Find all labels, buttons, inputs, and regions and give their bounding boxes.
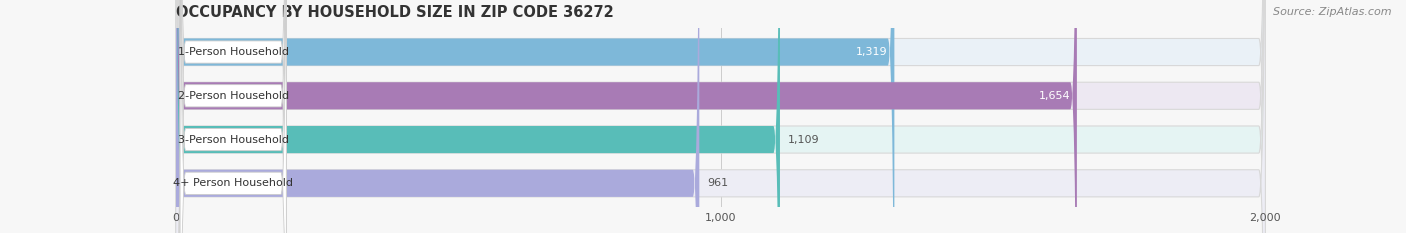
FancyBboxPatch shape [180,0,287,233]
Text: 1,319: 1,319 [856,47,887,57]
FancyBboxPatch shape [176,0,1265,233]
Text: OCCUPANCY BY HOUSEHOLD SIZE IN ZIP CODE 36272: OCCUPANCY BY HOUSEHOLD SIZE IN ZIP CODE … [176,5,613,20]
FancyBboxPatch shape [180,0,287,233]
Text: 3-Person Household: 3-Person Household [177,134,288,144]
FancyBboxPatch shape [176,0,894,233]
FancyBboxPatch shape [176,0,1265,233]
FancyBboxPatch shape [176,0,699,233]
FancyBboxPatch shape [176,0,1265,233]
Text: 1,109: 1,109 [789,134,820,144]
Text: 1-Person Household: 1-Person Household [177,47,288,57]
FancyBboxPatch shape [176,0,1077,233]
Text: Source: ZipAtlas.com: Source: ZipAtlas.com [1274,7,1392,17]
Text: 1,654: 1,654 [1039,91,1070,101]
Text: 961: 961 [707,178,728,188]
FancyBboxPatch shape [180,0,287,233]
FancyBboxPatch shape [180,0,287,233]
FancyBboxPatch shape [176,0,1265,233]
FancyBboxPatch shape [176,0,780,233]
Text: 4+ Person Household: 4+ Person Household [173,178,294,188]
Text: 2-Person Household: 2-Person Household [177,91,288,101]
